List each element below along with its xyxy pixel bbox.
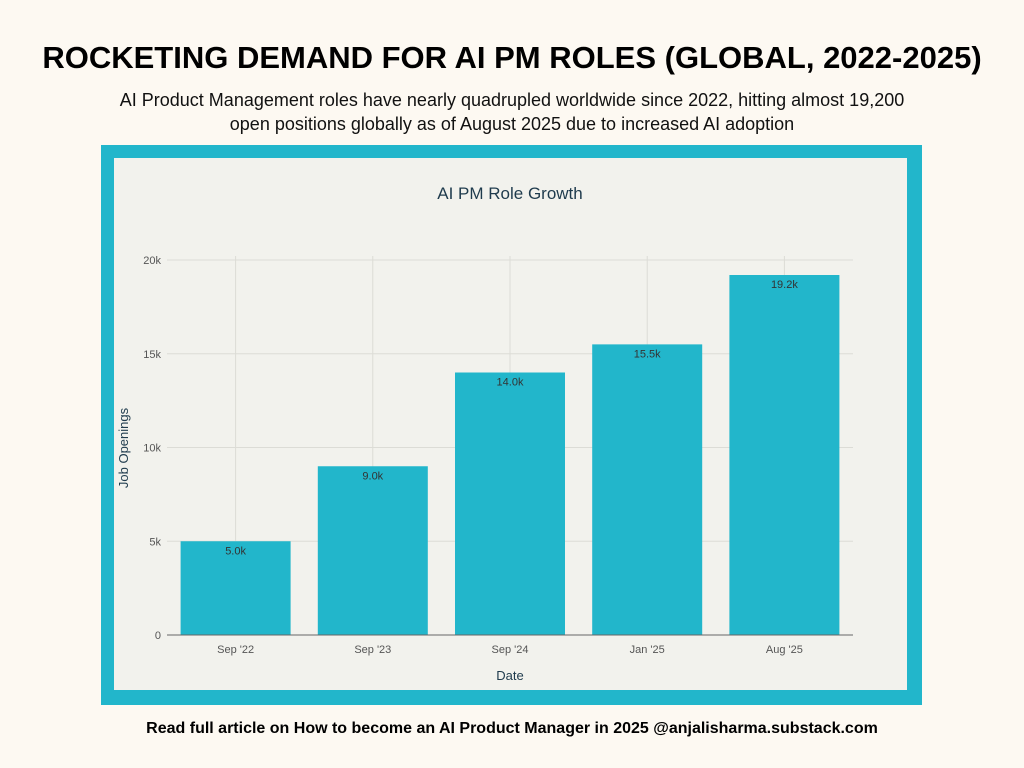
bar — [455, 372, 565, 635]
chart-panel: AI PM Role Growth 0 5k 10k 15k 20k 5.0k Sep '22… — [114, 158, 907, 690]
y-tick-label: 10k — [143, 443, 161, 455]
x-tick-label: Sep '24 — [492, 644, 529, 656]
footer-text: Read full article on How to become an AI… — [146, 720, 878, 737]
bar-chart: AI PM Role Growth 0 5k 10k 15k 20k 5.0k Sep '22… — [116, 184, 853, 683]
data-label: 5.0k — [225, 545, 246, 557]
y-tick-label: 0 — [155, 630, 161, 642]
chart-title: AI PM Role Growth — [437, 184, 583, 203]
x-tick-label: Sep '22 — [217, 644, 254, 656]
page-title: ROCKETING DEMAND FOR AI PM ROLES (GLOBAL… — [42, 40, 982, 75]
bar — [729, 275, 840, 635]
page-subtitle: AI Product Management roles have nearly … — [119, 90, 905, 134]
y-tick-label: 20k — [143, 255, 161, 267]
bar — [592, 344, 703, 635]
y-axis-label: Job Openings — [116, 407, 131, 488]
data-label: 19.2k — [771, 279, 798, 291]
x-axis-label: Date — [496, 668, 523, 683]
data-label: 15.5k — [634, 348, 661, 360]
y-tick-label: 15k — [143, 349, 161, 361]
x-tick-label: Jan '25 — [630, 644, 665, 656]
data-label: 9.0k — [362, 470, 383, 482]
data-label: 14.0k — [497, 377, 524, 389]
x-tick-label: Aug '25 — [766, 644, 803, 656]
y-tick-label: 5k — [149, 536, 161, 548]
bar — [180, 541, 291, 635]
bar — [317, 466, 428, 635]
x-tick-label: Sep '23 — [354, 644, 391, 656]
chart-frame: AI PM Role Growth 0 5k 10k 15k 20k 5.0k Sep '22… — [101, 145, 922, 705]
